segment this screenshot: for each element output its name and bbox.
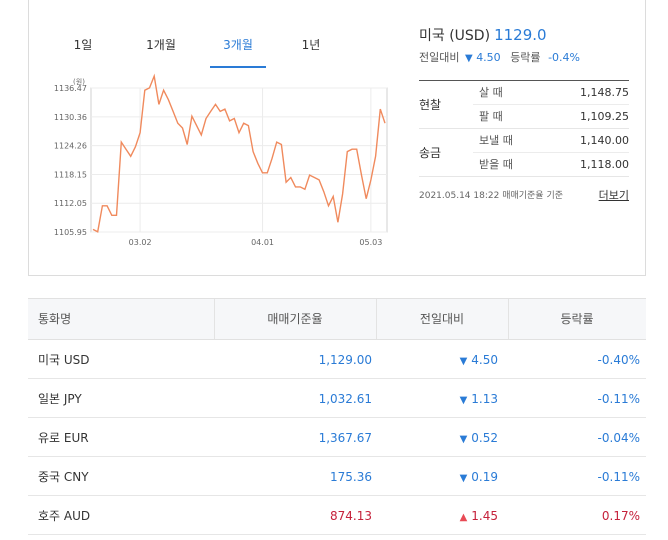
pct-value: -0.11% [597, 392, 640, 406]
transfer-send-value: 1,140.00 [580, 134, 629, 147]
exchange-rate-widget: 1일 1개월 3개월 1년 1136.47 1130.36 1124.26 1118.… [28, 0, 646, 276]
price-line [92, 73, 386, 233]
current-price: 1129.0 [494, 26, 547, 44]
down-arrow-icon: ▼ [459, 356, 468, 367]
tab-1day[interactable]: 1일 [73, 38, 93, 52]
down-arrow-icon: ▼ [464, 53, 473, 64]
y-tick-label: 1112.05 [54, 199, 87, 208]
footnote: 2021.05.14 18:22 매매기준율 기준 더보기 [419, 188, 629, 202]
y-axis-unit: (원) [73, 77, 85, 86]
change-value: 1.45 [471, 509, 498, 523]
table-row[interactable]: 호주 AUD 874.13 ▲ 1.45 0.17% [28, 496, 646, 535]
base-rate: 1,367.67 [318, 431, 372, 445]
currency-name[interactable]: 미국 USD [38, 353, 90, 367]
exchange-rate-chart: 1136.47 1130.36 1124.26 1118.15 1112.05 1105.… [54, 73, 388, 247]
rate-table: 현찰 살 때 1,148.75 팔 때 1,109.25 송금 보낼 때 1,140.… [419, 80, 629, 177]
rate-value: -0.4% [548, 51, 580, 64]
header-pct: 등락률 [560, 312, 594, 326]
table-row[interactable]: 중국 CNY 175.36 ▼ 0.19 -0.11% [28, 457, 646, 496]
change-value: 0.52 [471, 431, 498, 445]
header-divider [214, 299, 215, 339]
currency-title: 미국 (USD) 1129.0 [419, 24, 629, 46]
cash-sell-label: 팔 때 [479, 110, 503, 123]
period-tabs: 1일 1개월 3개월 1년 [49, 36, 349, 68]
x-tick-label: 04.01 [251, 238, 274, 247]
transfer-receive-value: 1,118.00 [580, 158, 629, 171]
change-value: 4.50 [476, 51, 501, 64]
table-header: 통화명 매매기준율 전일대비 등락률 [28, 298, 646, 340]
change-row: 전일대비 ▼ 4.50 등락률 -0.4% [419, 48, 629, 68]
header-divider [376, 299, 377, 339]
header-divider [508, 299, 509, 339]
transfer-group: 송금 보낼 때 1,140.00 받을 때 1,118.00 [419, 129, 629, 177]
transfer-send-label: 보낼 때 [479, 134, 513, 147]
cash-sell-row: 팔 때 1,109.25 [473, 105, 629, 128]
currency-name[interactable]: 중국 CNY [38, 470, 89, 484]
transfer-receive-label: 받을 때 [479, 158, 513, 171]
tab-3month[interactable]: 3개월 [210, 36, 266, 68]
down-arrow-icon: ▼ [459, 395, 468, 406]
y-tick-label: 1105.95 [54, 228, 87, 237]
change-value: 0.19 [471, 470, 498, 484]
cash-buy-value: 1,148.75 [580, 86, 629, 99]
change-value: 1.13 [471, 392, 498, 406]
table-row[interactable]: 유로 EUR 1,367.67 ▼ 0.52 -0.04% [28, 418, 646, 457]
pct-value: -0.11% [597, 470, 640, 484]
x-tick-label: 05.03 [359, 238, 382, 247]
cash-buy-label: 살 때 [479, 86, 503, 99]
change-label: 전일대비 [419, 51, 460, 64]
cash-label: 현찰 [419, 98, 442, 112]
currency-table: 통화명 매매기준율 전일대비 등락률 미국 USD 1,129.00 ▼ 4.50 -0… [28, 298, 646, 535]
plot-area [90, 87, 388, 233]
y-tick-label: 1136.47 [54, 84, 87, 93]
change-cell: ▼ 0.52 [376, 418, 498, 456]
table-row[interactable]: 일본 JPY 1,032.61 ▼ 1.13 -0.11% [28, 379, 646, 418]
header-change: 전일대비 [419, 312, 465, 326]
currency-name: 미국 (USD) [419, 28, 491, 44]
currency-name[interactable]: 유로 EUR [38, 431, 89, 445]
pct-value: -0.04% [597, 431, 640, 445]
pct-value: -0.40% [597, 353, 640, 367]
cash-group: 현찰 살 때 1,148.75 팔 때 1,109.25 [419, 81, 629, 129]
y-tick-label: 1118.15 [54, 170, 87, 179]
rate-label: 등락률 [510, 51, 541, 64]
y-tick-label: 1130.36 [54, 113, 87, 122]
change-cell: ▼ 4.50 [376, 340, 498, 378]
currency-name[interactable]: 호주 AUD [38, 509, 91, 523]
base-rate: 175.36 [330, 470, 372, 484]
x-tick-label: 03.02 [129, 238, 152, 247]
pct-value: 0.17% [601, 509, 640, 523]
rate-summary: 미국 (USD) 1129.0 전일대비 ▼ 4.50 등락률 -0.4% 현찰 … [419, 24, 629, 202]
change-value: 4.50 [471, 353, 498, 367]
transfer-receive-row: 받을 때 1,118.00 [473, 153, 629, 176]
base-rate: 1,129.00 [318, 353, 372, 367]
change-cell: ▲ 1.45 [376, 496, 498, 534]
currency-name[interactable]: 일본 JPY [38, 392, 82, 406]
cash-sell-value: 1,109.25 [580, 110, 629, 123]
more-link[interactable]: 더보기 [598, 189, 629, 202]
table-body: 미국 USD 1,129.00 ▼ 4.50 -0.40% 일본 JPY 1,032.61 ▼… [28, 340, 646, 535]
base-rate: 874.13 [330, 509, 372, 523]
tab-1year[interactable]: 1년 [301, 38, 321, 52]
cash-buy-row: 살 때 1,148.75 [473, 81, 629, 105]
up-arrow-icon: ▲ [459, 512, 468, 523]
y-tick-label: 1124.26 [54, 142, 87, 151]
table-row[interactable]: 미국 USD 1,129.00 ▼ 4.50 -0.40% [28, 340, 646, 379]
change-cell: ▼ 1.13 [376, 379, 498, 417]
base-rate: 1,032.61 [318, 392, 372, 406]
header-rate: 매매기준율 [267, 312, 323, 326]
down-arrow-icon: ▼ [459, 473, 468, 484]
transfer-send-row: 보낼 때 1,140.00 [473, 129, 629, 153]
change-cell: ▼ 0.19 [376, 457, 498, 495]
header-currency: 통화명 [38, 312, 72, 326]
footnote-text: 2021.05.14 18:22 매매기준율 기준 [419, 191, 564, 201]
tab-1month[interactable]: 1개월 [146, 38, 176, 52]
transfer-label: 송금 [419, 146, 442, 160]
down-arrow-icon: ▼ [459, 434, 468, 445]
